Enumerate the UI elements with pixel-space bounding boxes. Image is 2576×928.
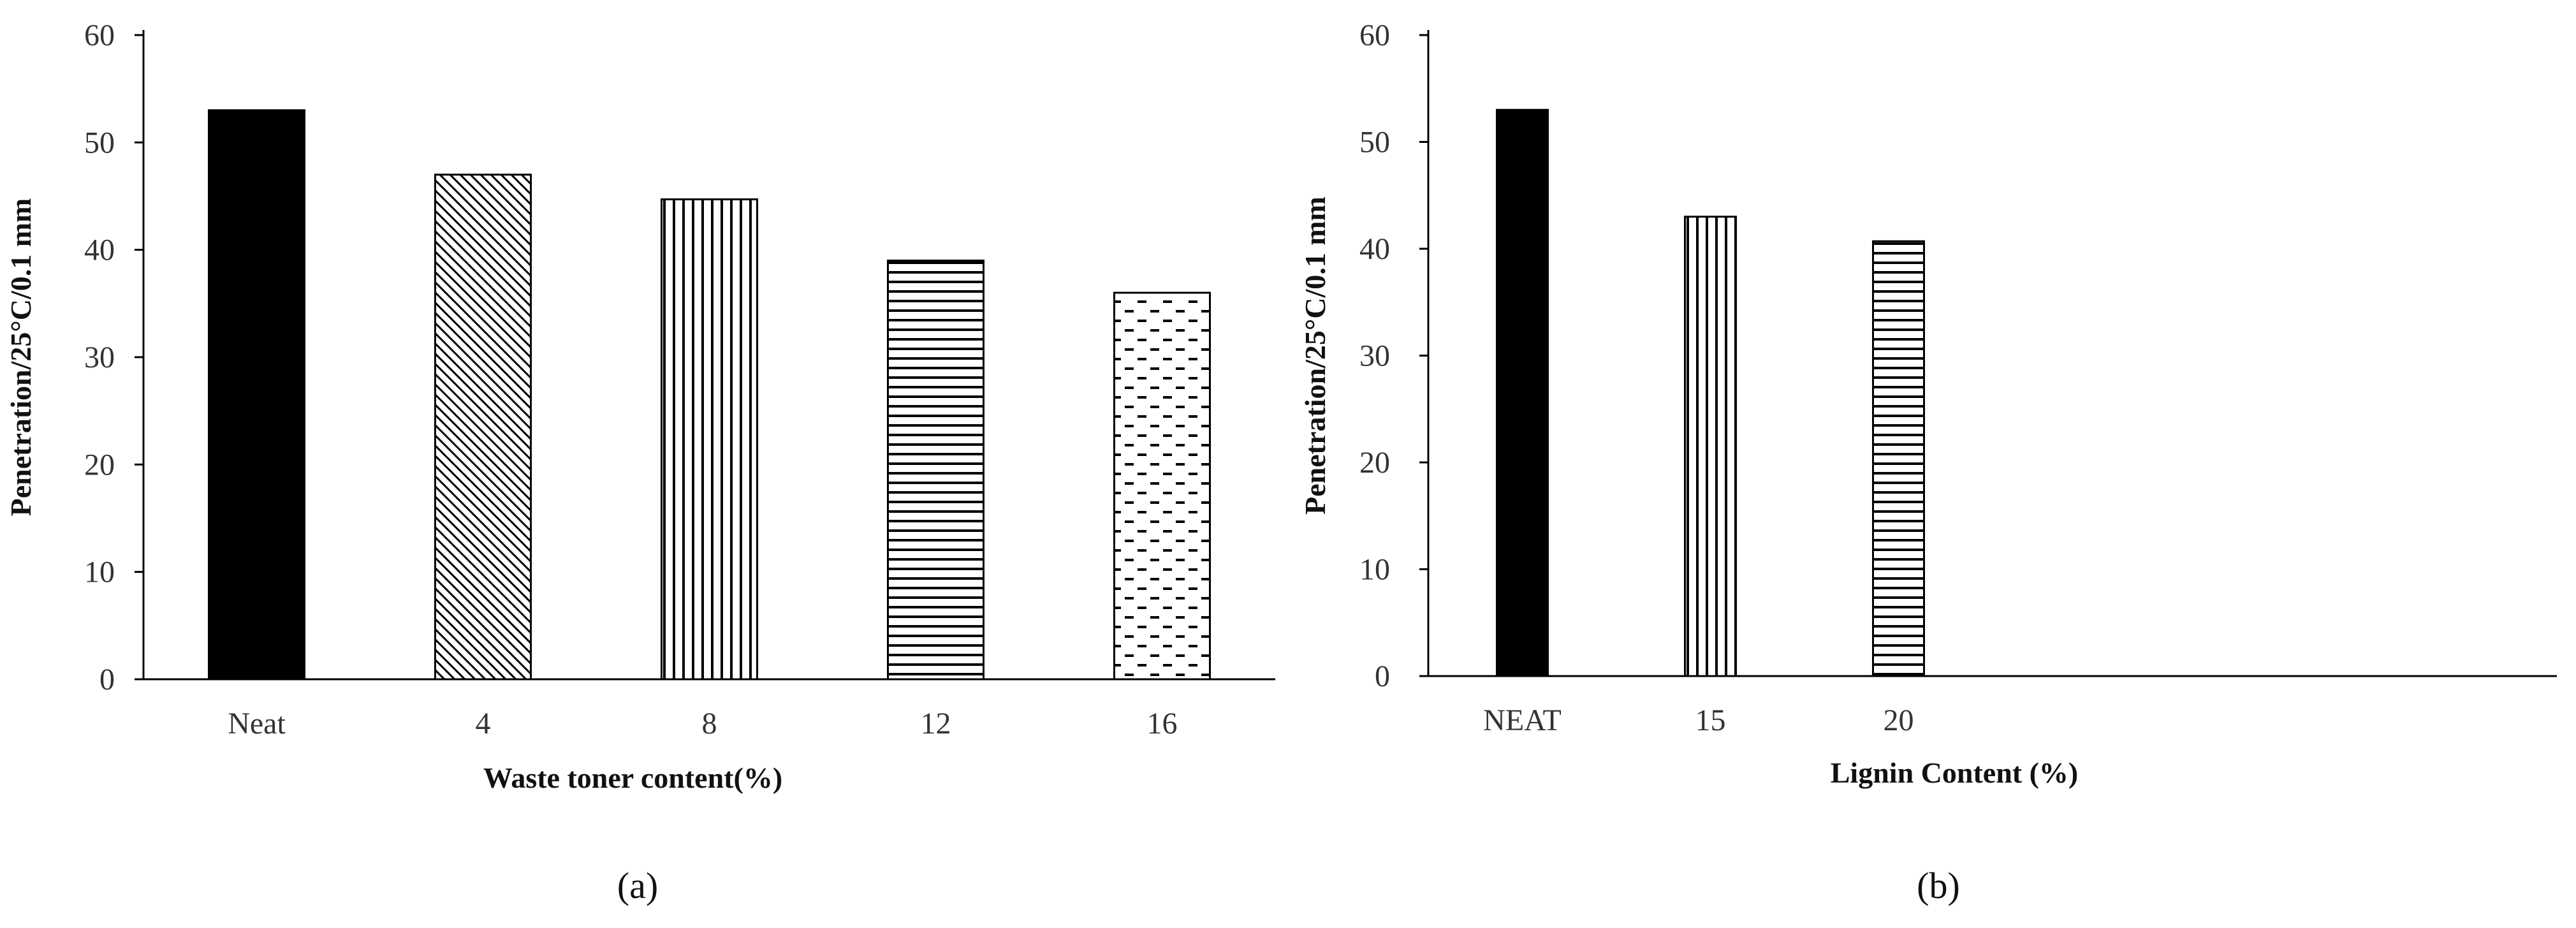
chart-b-x-tick-2: 20 bbox=[1884, 703, 1914, 737]
chart-b-y-tick-4: 40 bbox=[1359, 232, 1390, 266]
chart-b-y-tick-5: 50 bbox=[1359, 126, 1390, 159]
chart-a-x-tick-3: 12 bbox=[921, 707, 951, 740]
chart-a-y-tick-3: 30 bbox=[84, 341, 115, 374]
chart-a-y-tick-1: 10 bbox=[84, 556, 115, 589]
chart-b-bar-2 bbox=[1872, 240, 1925, 677]
chart-b-y-tick-3: 30 bbox=[1359, 339, 1390, 373]
chart-b-xlabel: Lignin Content (%) bbox=[1831, 756, 2078, 789]
chart-a-bar-3 bbox=[887, 260, 984, 681]
chart-b-x-tick-0: NEAT bbox=[1483, 703, 1562, 737]
chart-a-ylabel: Penetration/25°C/0.1 mm bbox=[4, 198, 37, 517]
chart-a-y-tick-6: 60 bbox=[84, 18, 115, 52]
chart-a-y-tick-0: 0 bbox=[99, 663, 115, 696]
chart-a-bar-4 bbox=[1113, 291, 1211, 681]
chart-b-y-tick-0: 0 bbox=[1375, 659, 1390, 693]
chart-a: Neat 4 8 12 16 0 10 20 30 40 50 60 Penetration/25°C/… bbox=[4, 18, 1275, 906]
chart-a-bar-0 bbox=[208, 109, 305, 681]
chart-a-y-tick-4: 40 bbox=[84, 233, 115, 267]
chart-b-y-tick-2: 20 bbox=[1359, 446, 1390, 480]
chart-a-y-tick-2: 20 bbox=[84, 448, 115, 482]
chart-a-y-tick-5: 50 bbox=[84, 126, 115, 159]
chart-b-y-tick-6: 60 bbox=[1359, 18, 1390, 52]
chart-b-bar-0 bbox=[1496, 108, 1549, 677]
chart-a-x-tick-4: 16 bbox=[1147, 707, 1178, 740]
chart-b-bar-1 bbox=[1684, 216, 1737, 677]
chart-b-x-tick-1: 15 bbox=[1695, 703, 1726, 737]
chart-a-x-tick-2: 8 bbox=[702, 707, 717, 740]
chart-b-ylabel: Penetration/25°C/0.1 mm bbox=[1299, 196, 1331, 515]
chart-a-bar-1 bbox=[434, 173, 532, 681]
chart-a-bar-2 bbox=[661, 198, 758, 681]
chart-a-panel-label: (a) bbox=[617, 865, 658, 906]
chart-b-y-tick-1: 10 bbox=[1359, 553, 1390, 587]
chart-a-xlabel: Waste toner content(%) bbox=[483, 762, 782, 794]
chart-b-panel-label: (b) bbox=[1917, 865, 1960, 906]
chart-a-x-tick-1: 4 bbox=[476, 707, 491, 740]
chart-a-x-tick-0: Neat bbox=[228, 707, 286, 740]
chart-b: NEAT 15 20 0 10 20 30 40 50 60 Penetration/25°C/0.… bbox=[1299, 18, 2557, 906]
